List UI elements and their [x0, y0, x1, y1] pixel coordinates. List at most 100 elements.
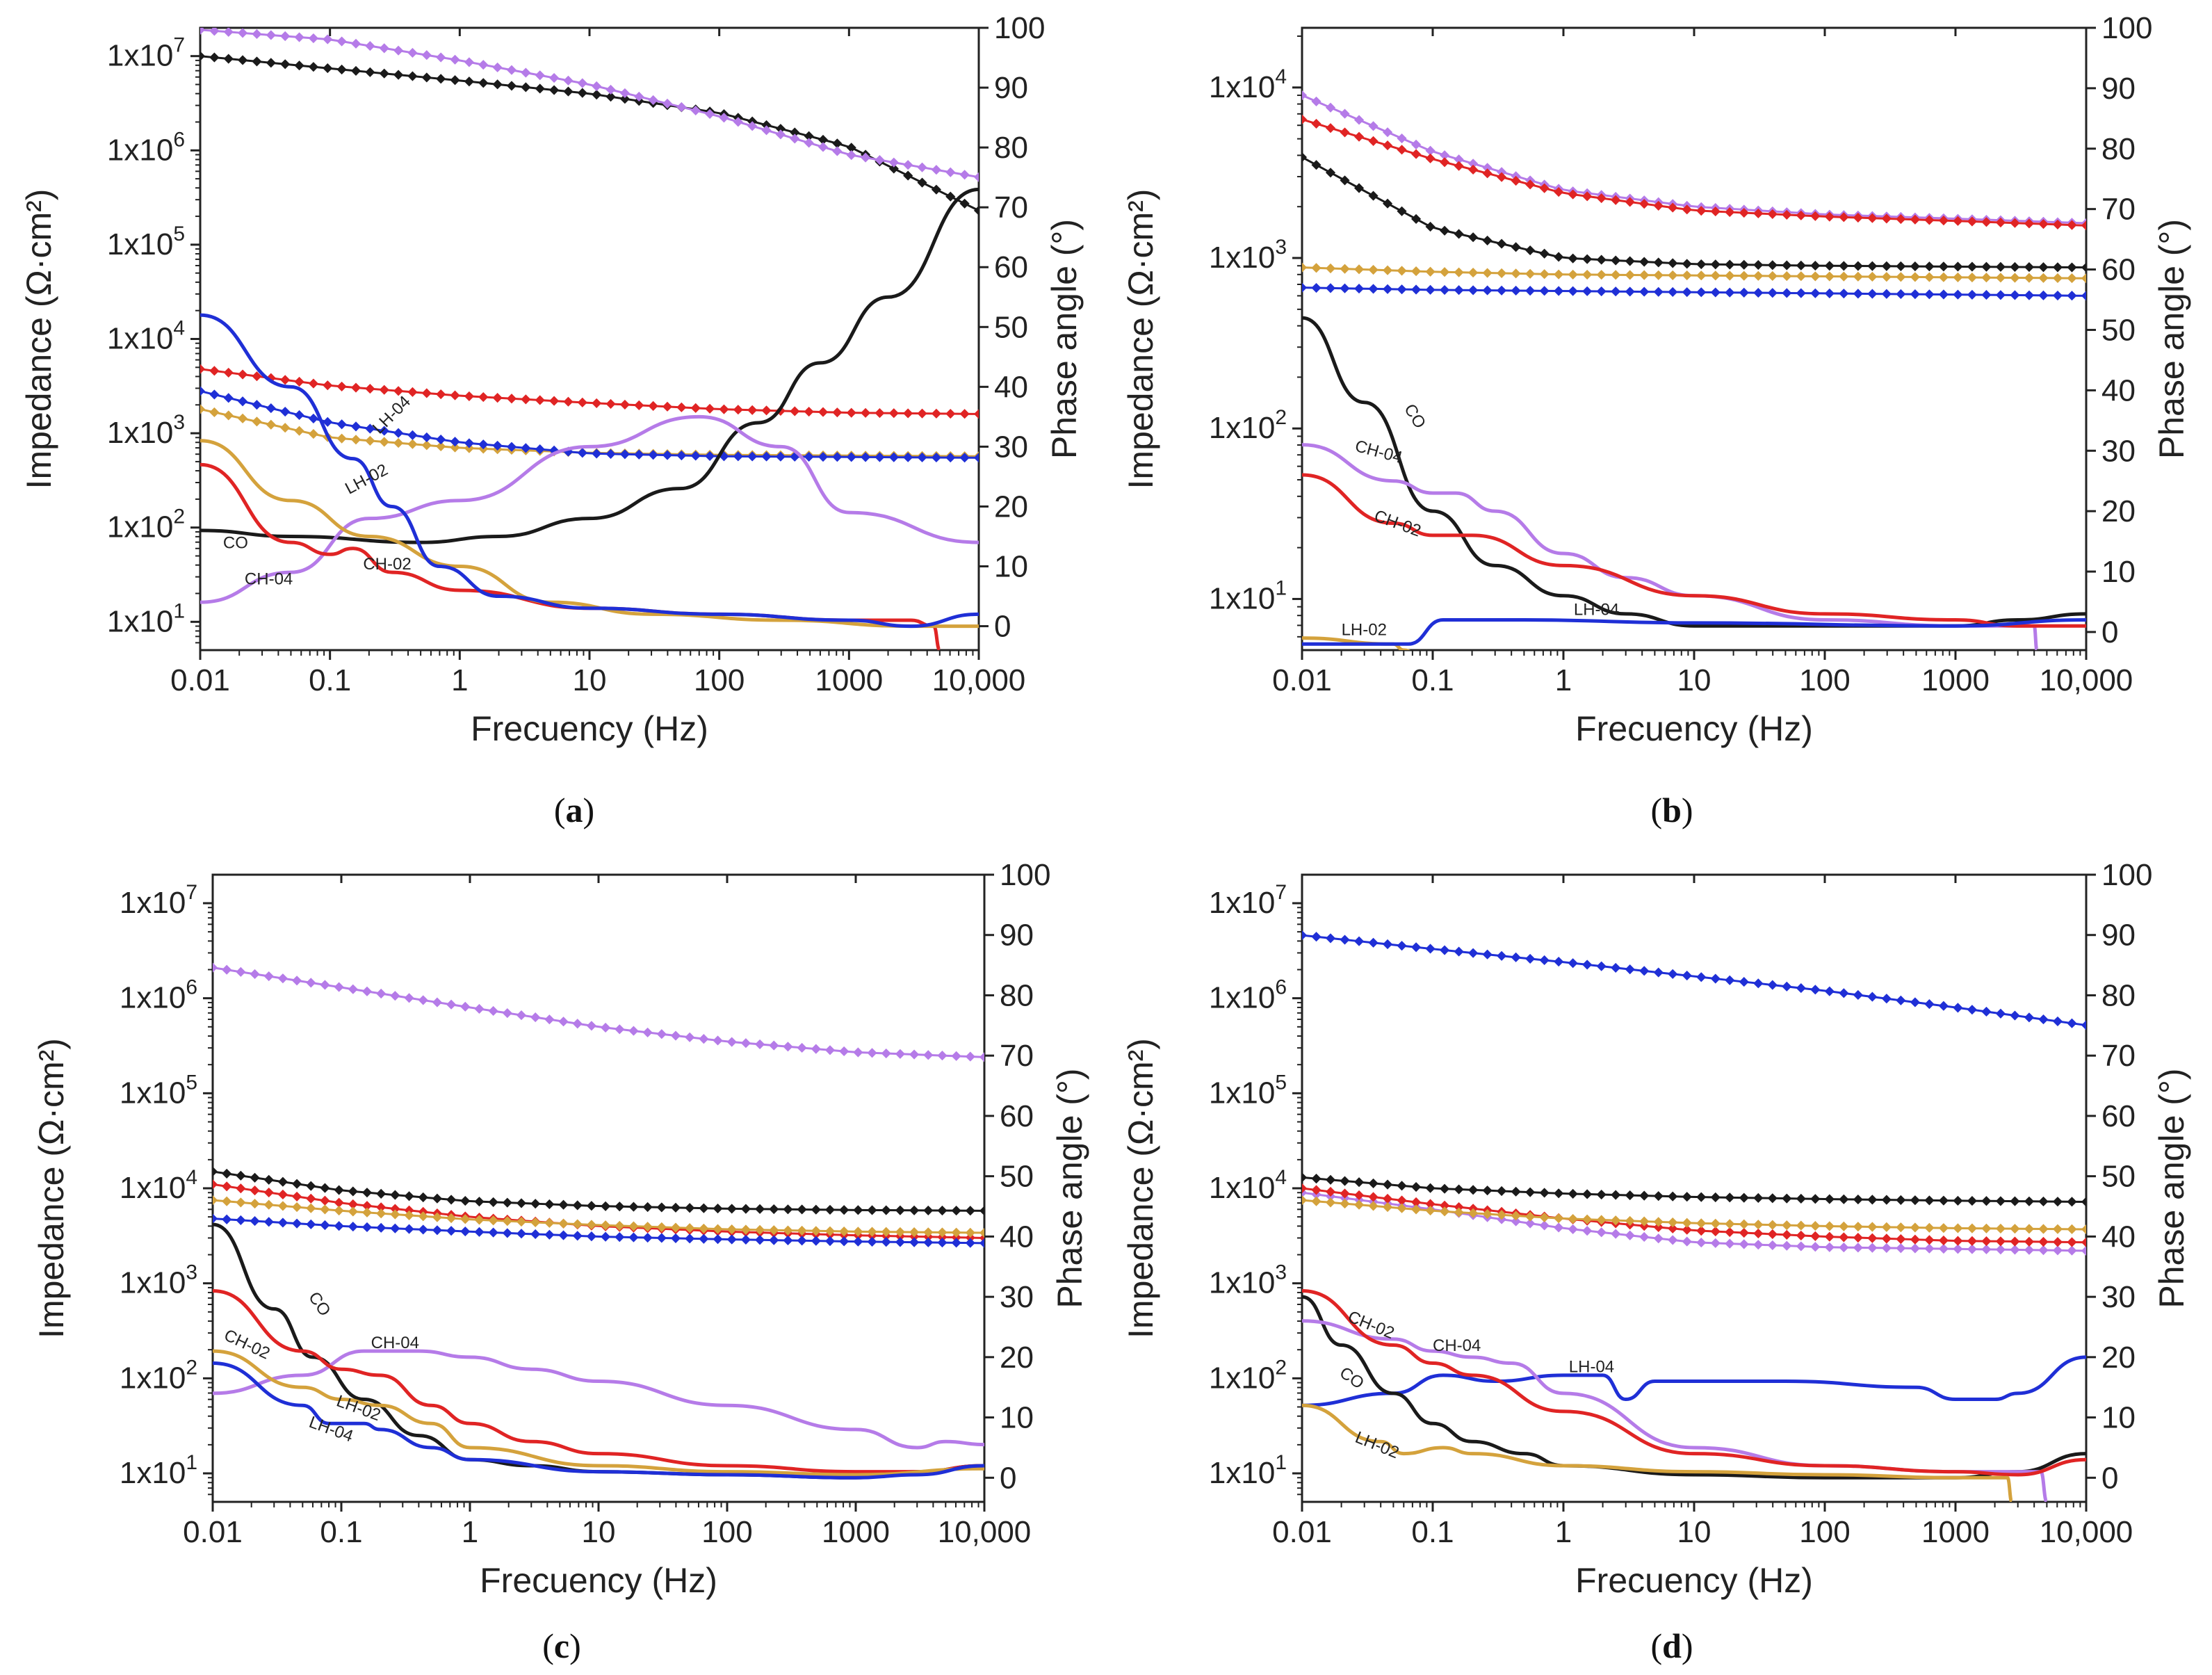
- impedance-point: [379, 68, 389, 79]
- impedance-point: [1767, 1240, 1778, 1250]
- impedance-point: [1796, 983, 1806, 994]
- x-axis-title: Frecuency (Hz): [471, 709, 708, 748]
- impedance-point: [1511, 242, 1521, 252]
- impedance-point: [436, 441, 446, 452]
- impedance-point: [478, 439, 489, 450]
- impedance-point: [733, 117, 743, 127]
- impedance-point: [446, 1213, 457, 1224]
- impedance-point: [1853, 989, 1863, 1001]
- impedance-point: [685, 1233, 695, 1244]
- x-axis-title: Frecuency (Hz): [480, 1561, 717, 1600]
- impedance-point: [572, 1200, 583, 1211]
- impedance-point: [334, 1197, 344, 1208]
- impedance-point: [713, 1224, 723, 1234]
- impedance-point: [685, 1203, 695, 1213]
- impedance-point: [1311, 932, 1321, 942]
- impedance-point: [1910, 1234, 1920, 1245]
- impedance-point: [1953, 1236, 1963, 1246]
- impedance-point: [1896, 1195, 1906, 1205]
- impedance-point: [252, 29, 262, 40]
- impedance-point: [1696, 287, 1707, 298]
- impedance-point: [846, 407, 856, 418]
- impedance-point: [393, 45, 404, 56]
- impedance-point: [1302, 1172, 1308, 1183]
- impedance-point: [1668, 969, 1678, 979]
- impedance-point: [945, 191, 956, 202]
- impedance-point: [923, 1205, 934, 1215]
- impedance-point: [1568, 269, 1578, 280]
- impedance-point: [1938, 1195, 1949, 1206]
- impedance-point: [535, 83, 545, 94]
- impedance-point: [605, 398, 616, 409]
- impedance-point: [1810, 271, 1821, 282]
- impedance-point: [1653, 270, 1664, 280]
- impedance-point: [320, 980, 330, 990]
- impedance-point: [213, 1195, 218, 1206]
- impedance-point: [909, 1227, 920, 1238]
- impedance-point: [656, 1233, 667, 1243]
- series-annotation: CH-04: [1353, 437, 1404, 467]
- impedance-point: [488, 1005, 498, 1017]
- impedance-point: [634, 449, 644, 460]
- impedance-point: [1454, 1184, 1464, 1195]
- impedance-point: [432, 1212, 442, 1222]
- impedance-point: [350, 65, 361, 76]
- impedance-point: [365, 384, 375, 394]
- impedance-point: [853, 1047, 863, 1058]
- impedance-point: [1995, 1236, 2006, 1247]
- impedance-point: [2010, 1224, 2020, 1234]
- impedance-point: [783, 1235, 793, 1246]
- y-axis-title: Impedance (Ω·cm²): [1121, 189, 1160, 489]
- impedance-point: [1411, 149, 1422, 159]
- impedance-point: [903, 452, 913, 462]
- y2-tick-label: 0: [2101, 615, 2118, 649]
- impedance-point: [1767, 1220, 1778, 1230]
- impedance-point: [804, 406, 814, 417]
- impedance-point: [1682, 1217, 1692, 1228]
- series-annotation: LH-04: [307, 1413, 356, 1446]
- impedance-point: [478, 60, 489, 70]
- impedance-point: [421, 432, 432, 443]
- impedance-point: [530, 1229, 541, 1240]
- impedance-point: [818, 134, 829, 145]
- impedance-point: [263, 1217, 274, 1227]
- impedance-point: [521, 443, 531, 453]
- impedance-point: [432, 1193, 442, 1204]
- impedance-point: [1382, 127, 1393, 138]
- impedance-point: [263, 1199, 274, 1210]
- phase-series-LH-02: [1302, 1403, 2014, 1502]
- y-tick-label: 1x105: [1209, 1071, 1287, 1110]
- impedance-point: [1653, 257, 1664, 268]
- impedance-point: [1368, 1201, 1379, 1211]
- impedance-point: [839, 1046, 849, 1057]
- impedance-point: [1653, 1217, 1664, 1227]
- x-tick-label: 1: [1555, 1515, 1572, 1549]
- y2-tick-label: 40: [2101, 373, 2136, 407]
- impedance-point: [1596, 1227, 1607, 1238]
- phase-series-LH-04: [1302, 618, 2086, 646]
- impedance-point: [1525, 245, 1536, 256]
- impedance-point: [2010, 1010, 2020, 1021]
- impedance-point: [1340, 127, 1350, 138]
- impedance-point: [521, 67, 531, 78]
- impedance-point: [1867, 271, 1878, 282]
- impedance-point: [2024, 1236, 2035, 1247]
- impedance-point: [1397, 284, 1407, 295]
- impedance-point: [1725, 259, 1735, 270]
- impedance-point: [861, 452, 871, 462]
- x-tick-label: 10,000: [2040, 663, 2133, 697]
- impedance-point: [1853, 271, 1863, 282]
- impedance-point: [1924, 1195, 1935, 1206]
- y-tick-label: 1x102: [1209, 406, 1287, 445]
- impedance-point: [1568, 1188, 1578, 1199]
- impedance-point: [1867, 1233, 1878, 1243]
- y2-tick-label: 10: [2101, 1401, 2136, 1435]
- impedance-point: [492, 393, 503, 403]
- impedance-point: [280, 423, 291, 433]
- phase-series-CO: [1302, 316, 2086, 628]
- x-tick-label: 100: [694, 663, 745, 697]
- impedance-point: [1411, 1197, 1422, 1208]
- impedance-point: [361, 1207, 373, 1217]
- impedance-point: [1482, 168, 1493, 179]
- x-axis-title: Frecuency (Hz): [1575, 1561, 1813, 1600]
